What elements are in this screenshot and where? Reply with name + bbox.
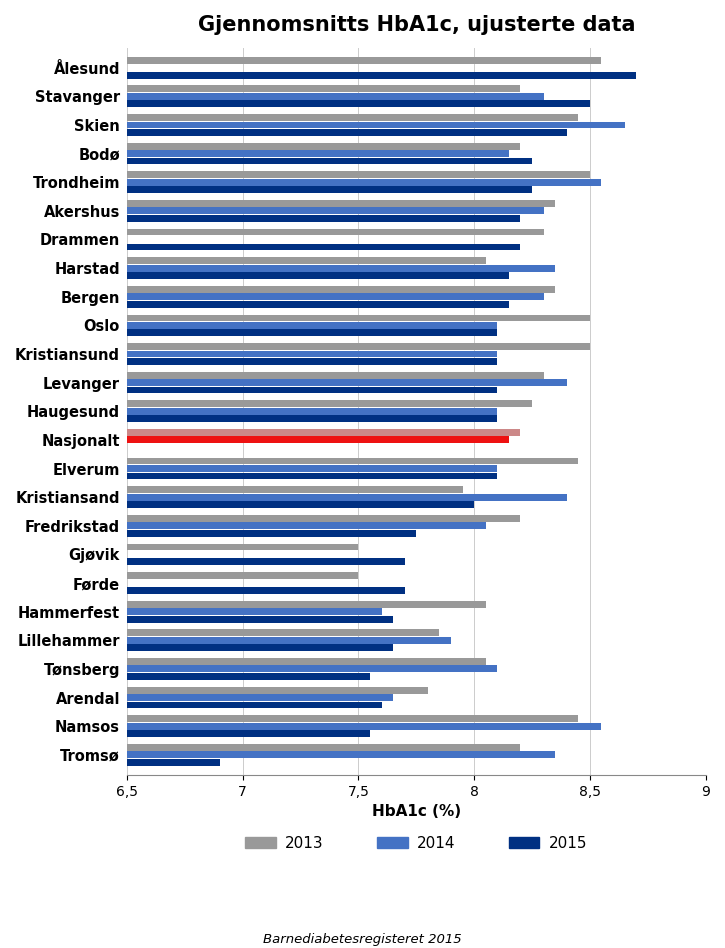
X-axis label: HbA1c (%): HbA1c (%)	[372, 804, 461, 819]
Bar	[127, 57, 602, 64]
Bar	[127, 465, 497, 472]
Text: Barnediabetesregisteret 2015: Barnediabetesregisteret 2015	[263, 933, 462, 946]
Bar	[127, 93, 544, 100]
Bar	[127, 143, 521, 150]
Bar	[127, 272, 509, 279]
Bar	[127, 72, 636, 79]
Bar	[127, 85, 521, 92]
Bar	[127, 558, 405, 565]
Bar	[127, 686, 428, 694]
Bar	[127, 208, 544, 214]
Bar	[127, 694, 393, 701]
Bar	[127, 379, 567, 386]
Bar	[127, 358, 497, 365]
Bar	[127, 665, 497, 672]
Bar	[127, 286, 555, 293]
Bar	[127, 121, 624, 128]
Bar	[127, 601, 486, 608]
Bar	[127, 100, 590, 107]
Bar	[127, 228, 544, 235]
Bar	[127, 501, 474, 508]
Bar	[127, 186, 532, 193]
Bar	[127, 329, 497, 337]
Bar	[127, 400, 532, 408]
Bar	[127, 543, 358, 551]
Bar	[127, 609, 381, 615]
Bar	[127, 486, 463, 493]
Bar	[127, 179, 602, 186]
Bar	[127, 744, 521, 751]
Bar	[127, 629, 439, 636]
Bar	[127, 200, 555, 207]
Bar	[127, 515, 521, 521]
Bar	[127, 587, 405, 593]
Title: Gjennomsnitts HbA1c, ujusterte data: Gjennomsnitts HbA1c, ujusterte data	[197, 15, 635, 35]
Bar	[127, 293, 544, 301]
Bar	[127, 387, 497, 393]
Bar	[127, 615, 393, 623]
Bar	[127, 702, 381, 708]
Bar	[127, 436, 509, 444]
Bar	[127, 429, 521, 436]
Bar	[127, 722, 602, 730]
Bar	[127, 752, 555, 758]
Bar	[127, 494, 567, 501]
Bar	[127, 114, 579, 121]
Bar	[127, 415, 497, 422]
Bar	[127, 215, 521, 222]
Bar	[127, 472, 497, 480]
Bar	[127, 264, 555, 271]
Bar	[127, 673, 370, 680]
Bar	[127, 257, 486, 264]
Bar	[127, 322, 497, 329]
Legend: 2013, 2014, 2015: 2013, 2014, 2015	[239, 830, 593, 857]
Bar	[127, 658, 486, 665]
Bar	[127, 157, 532, 164]
Bar	[127, 573, 358, 579]
Bar	[127, 716, 579, 722]
Bar	[127, 244, 521, 250]
Bar	[127, 408, 497, 414]
Bar	[127, 301, 509, 307]
Bar	[127, 315, 590, 321]
Bar	[127, 530, 416, 537]
Bar	[127, 172, 590, 178]
Bar	[127, 522, 486, 529]
Bar	[127, 343, 590, 350]
Bar	[127, 372, 544, 378]
Bar	[127, 730, 370, 737]
Bar	[127, 645, 393, 651]
Bar	[127, 129, 567, 136]
Bar	[127, 150, 509, 157]
Bar	[127, 758, 220, 766]
Bar	[127, 351, 497, 357]
Bar	[127, 637, 451, 644]
Bar	[127, 458, 579, 465]
